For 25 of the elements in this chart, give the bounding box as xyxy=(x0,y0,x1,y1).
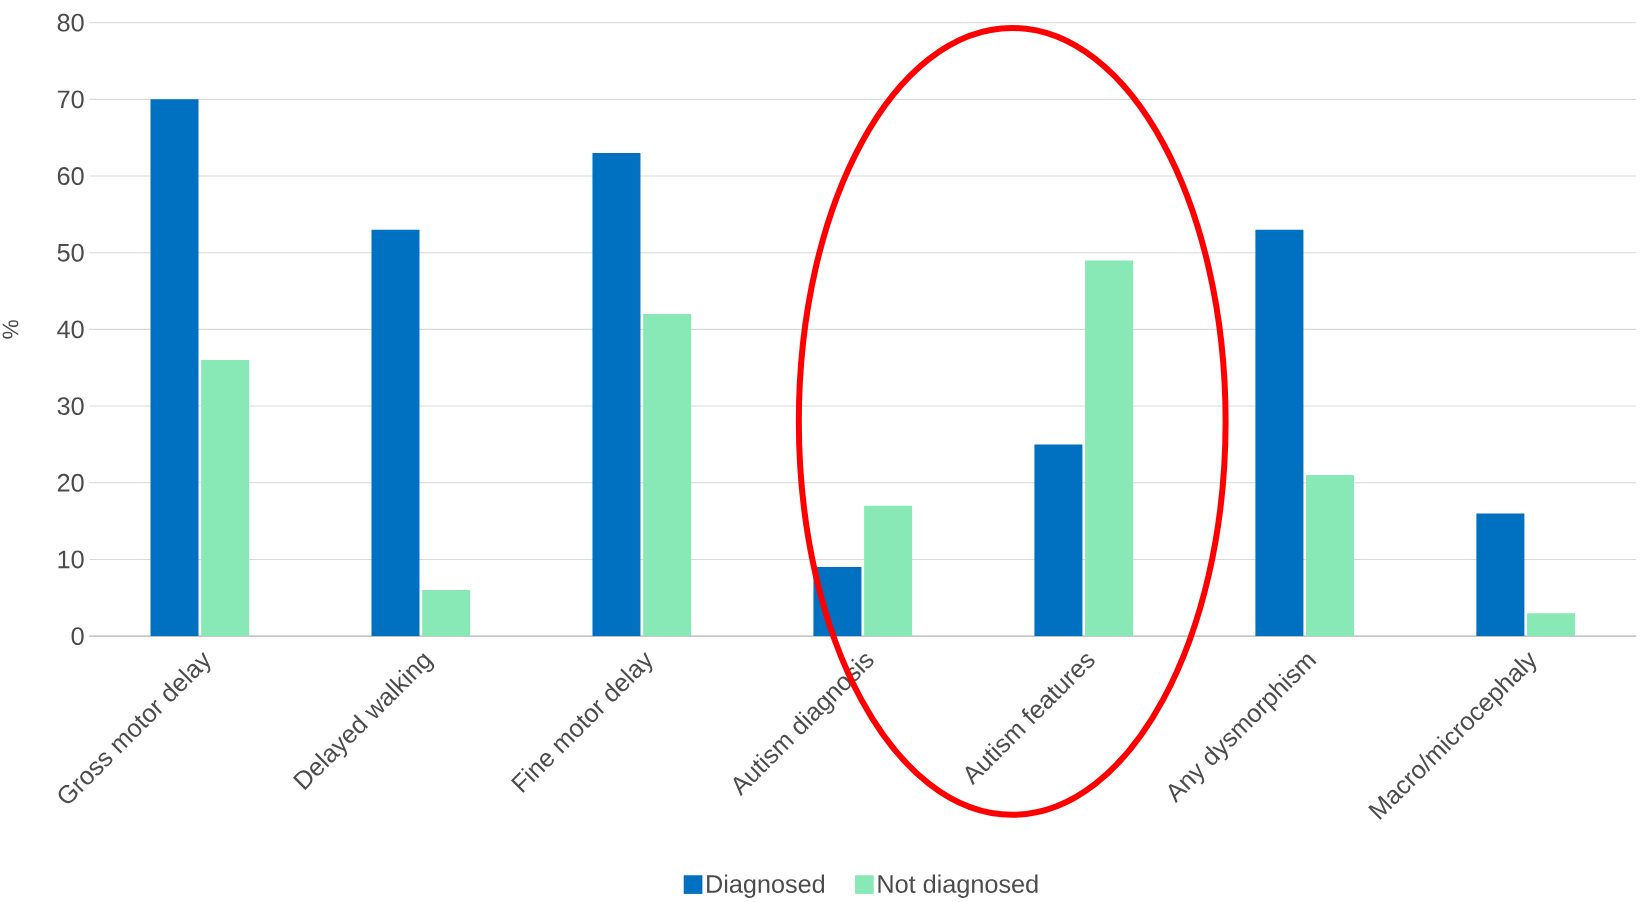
y-tick-label: 20 xyxy=(57,474,84,492)
bar xyxy=(201,360,250,637)
bar xyxy=(1527,613,1576,637)
bar xyxy=(1476,513,1525,637)
bar xyxy=(422,590,471,637)
bar xyxy=(1255,229,1304,637)
y-tick-label: 70 xyxy=(57,90,84,109)
bar xyxy=(1306,475,1355,637)
bar xyxy=(864,506,913,637)
legend-label: Not diagnosed xyxy=(878,874,1038,899)
y-tick-label: 0 xyxy=(71,627,84,646)
bar xyxy=(1085,260,1134,637)
y-tick-label: 50 xyxy=(57,244,84,262)
bar xyxy=(1034,444,1083,637)
y-tick-label: 30 xyxy=(57,397,84,416)
bar xyxy=(592,153,641,637)
y-tick-label: 40 xyxy=(57,320,84,339)
bar xyxy=(150,99,199,637)
y-tick-label: 10 xyxy=(58,550,84,569)
y-tick-label: 80 xyxy=(57,13,84,32)
bar xyxy=(643,314,692,637)
legend-label: Diagnosed xyxy=(707,874,825,899)
y-axis-title: % xyxy=(2,320,19,339)
y-tick-label: 60 xyxy=(57,167,84,186)
bar xyxy=(371,229,420,637)
